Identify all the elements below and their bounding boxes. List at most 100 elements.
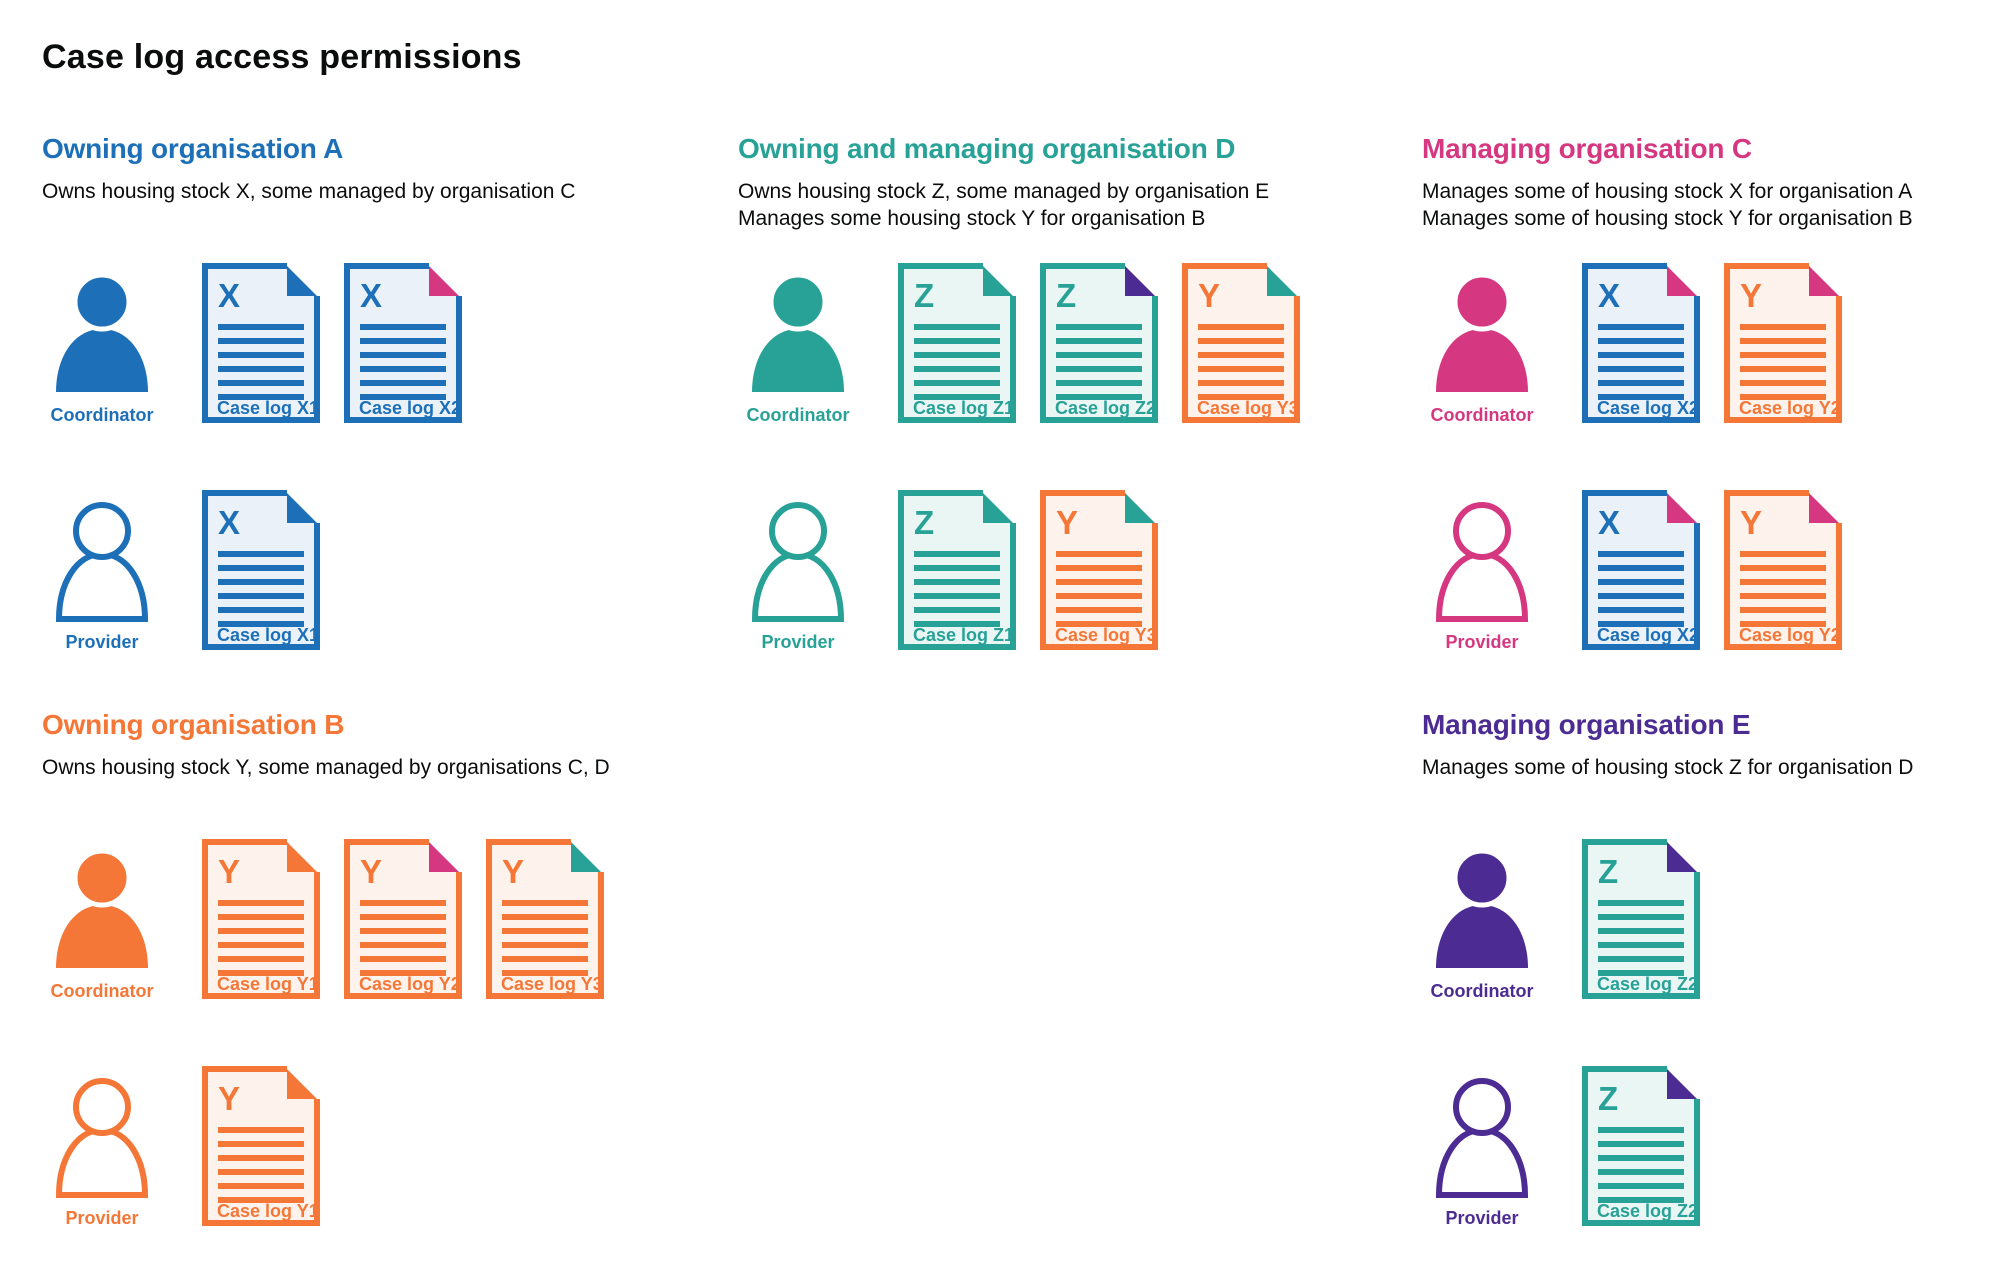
case-log-label: Case log Y2: [359, 974, 461, 994]
folded-corner-icon: [983, 266, 1013, 296]
provider-person-icon: [1435, 1078, 1529, 1198]
case-log-document: X Case log X2: [344, 263, 462, 423]
stock-letter: Z: [1598, 1080, 1618, 1117]
page-title: Case log access permissions: [42, 38, 522, 76]
case-log-document: Y Case log Y1: [202, 839, 320, 999]
doc-text-line: [218, 394, 304, 400]
doc-text-line: [218, 914, 304, 920]
role-label: Coordinator: [746, 405, 850, 425]
coordinator-row: Coordinator Z Case log Z1 Z Case log Z2 …: [738, 263, 1422, 426]
case-log-label: Case log Y1: [217, 974, 319, 994]
doc-text-line: [1740, 394, 1826, 400]
folded-corner-icon: [1667, 842, 1697, 872]
person-block: Coordinator: [738, 263, 858, 426]
doc-text-line: [502, 970, 588, 976]
doc-text-line: [1198, 380, 1284, 386]
doc-text-line: [1598, 1169, 1684, 1175]
doc-text-line: [218, 565, 304, 571]
doc-text-line: [1598, 928, 1684, 934]
person-block: Coordinator: [42, 263, 162, 426]
case-log-label: Case log Y3: [1055, 625, 1157, 645]
case-log-document: Y Case log Y3: [1040, 490, 1158, 650]
doc-text-line: [1598, 579, 1684, 585]
section-org-b: Owning organisation B Owns housing stock…: [42, 709, 738, 1229]
case-log-label: Case log Y1: [217, 1201, 319, 1221]
docs-row: X Case log X2 Y Case log Y2: [1582, 490, 1842, 650]
doc-text-line: [914, 593, 1000, 599]
case-log-label: Case log Z1: [913, 398, 1014, 418]
doc-text-line: [1598, 621, 1684, 627]
doc-text-line: [1598, 593, 1684, 599]
case-log-label: Case log X1: [217, 398, 319, 418]
stock-letter: X: [1598, 277, 1620, 314]
doc-text-line: [914, 324, 1000, 330]
folded-corner-icon: [1809, 493, 1839, 523]
role-label: Coordinator: [50, 981, 154, 1001]
stock-letter: Y: [218, 853, 240, 890]
doc-text-line: [1740, 352, 1826, 358]
stock-letter: Y: [502, 853, 524, 890]
doc-text-line: [218, 1127, 304, 1133]
person-block: Provider: [42, 490, 162, 653]
coordinator-person-icon: [56, 848, 148, 968]
role-label: Provider: [65, 632, 139, 652]
org-description: Owns housing stock X, some managed by or…: [42, 179, 738, 233]
doc-text-line: [1056, 579, 1142, 585]
case-log-document: X Case log X2: [1582, 263, 1700, 423]
docs-row: Z Case log Z1 Y Case log Y3: [898, 490, 1158, 650]
docs-row: Y Case log Y1: [202, 1066, 320, 1226]
stock-letter: Y: [1056, 504, 1078, 541]
case-log-label: Case log Z2: [1597, 1201, 1698, 1221]
doc-text-line: [360, 394, 446, 400]
folded-corner-icon: [287, 842, 317, 872]
doc-text-line: [218, 1169, 304, 1175]
doc-text-line: [1740, 324, 1826, 330]
description-line: Manages some of housing stock Z for orga…: [1422, 756, 1914, 779]
folded-corner-icon: [1125, 493, 1155, 523]
doc-text-line: [360, 900, 446, 906]
description-line: Manages some of housing stock X for orga…: [1422, 180, 1913, 203]
org-heading: Owning organisation A: [42, 133, 344, 164]
coordinator-row: Coordinator Z Case log Z2: [1422, 839, 1982, 1002]
folded-corner-icon: [1267, 266, 1297, 296]
section-org-c: Managing organisation C Manages some of …: [1422, 133, 1982, 653]
case-log-document: Y Case log Y3: [1182, 263, 1300, 423]
doc-text-line: [502, 914, 588, 920]
stock-letter: X: [1598, 504, 1620, 541]
provider-person-icon: [751, 502, 845, 622]
person-block: Coordinator: [1422, 263, 1542, 426]
doc-text-line: [1598, 338, 1684, 344]
provider-person-icon: [55, 502, 149, 622]
coordinator-row: Coordinator X Case log X2 Y Case log Y2: [1422, 263, 1982, 426]
doc-text-line: [218, 551, 304, 557]
doc-text-line: [360, 366, 446, 372]
case-log-label: Case log X1: [217, 625, 319, 645]
docs-row: X Case log X1 X Case log X2: [202, 263, 462, 423]
doc-text-line: [218, 1183, 304, 1189]
doc-text-line: [1056, 394, 1142, 400]
docs-row: Z Case log Z1 Z Case log Z2 Y Case log Y…: [898, 263, 1300, 423]
doc-text-line: [218, 942, 304, 948]
case-log-document: X Case log X1: [202, 490, 320, 650]
folded-corner-icon: [287, 493, 317, 523]
doc-text-line: [914, 551, 1000, 557]
doc-text-line: [1598, 1183, 1684, 1189]
org-heading: Owning and managing organisation D: [738, 133, 1236, 164]
person-block: Coordinator: [42, 839, 162, 1002]
case-log-document: Z Case log Z1: [898, 263, 1016, 423]
org-description: Owns housing stock Z, some managed by or…: [738, 179, 1422, 233]
doc-text-line: [1598, 942, 1684, 948]
case-log-document: Y Case log Y2: [1724, 263, 1842, 423]
coordinator-person-icon: [56, 272, 148, 392]
docs-row: Z Case log Z2: [1582, 839, 1700, 999]
organisations-grid: Owning organisation A Owns housing stock…: [42, 133, 2000, 1229]
org-description: Manages some of housing stock Z for orga…: [1422, 755, 1982, 809]
doc-text-line: [218, 970, 304, 976]
doc-text-line: [502, 956, 588, 962]
provider-row: Provider Y Case log Y1: [42, 1066, 738, 1229]
doc-text-line: [1598, 1141, 1684, 1147]
doc-text-line: [1598, 607, 1684, 613]
doc-text-line: [1598, 900, 1684, 906]
case-log-document: Y Case log Y2: [1724, 490, 1842, 650]
